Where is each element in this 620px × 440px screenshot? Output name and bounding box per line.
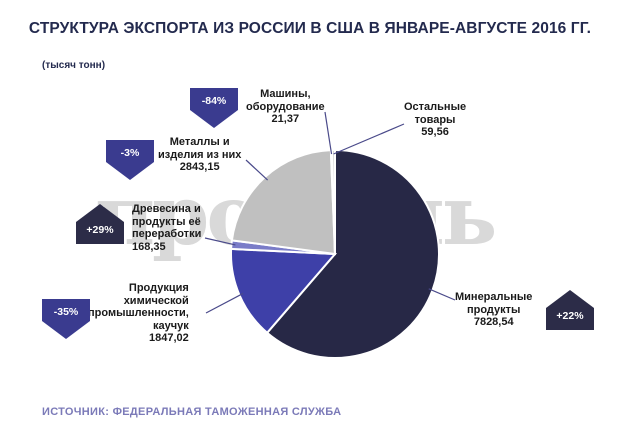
arrow-down-icon — [190, 88, 238, 128]
label-chemical-line: каучук — [153, 319, 189, 332]
leader-line — [324, 111, 333, 155]
change-badge-metals: -3% — [106, 140, 154, 180]
label-wood-value: 168,35 — [132, 240, 166, 253]
label-mineral-value: 7828,54 — [473, 316, 514, 328]
slice-metals — [230, 149, 337, 256]
label-chemical: Продукция химической промышленности, кау… — [88, 282, 189, 345]
source-note: ИСТОЧНИК: ФЕДЕРАЛЬНАЯ ТАМОЖЕННАЯ СЛУЖБА — [42, 406, 342, 418]
arrow-down-icon — [42, 299, 90, 339]
label-wood-line: переработки — [132, 228, 202, 240]
arrow-down-icon — [106, 140, 154, 180]
leader-line — [428, 288, 456, 301]
label-other-line: Остальные — [404, 101, 467, 113]
label-wood: Древесина и продукты её переработки 168,… — [132, 203, 201, 253]
change-value: -3% — [120, 147, 140, 159]
label-chemical-line: Продукция — [128, 282, 189, 294]
change-value: -84% — [201, 95, 227, 107]
label-chemical-value: 1847,02 — [149, 332, 189, 344]
label-wood-line: продукты её — [132, 215, 201, 228]
leader-line — [245, 159, 269, 181]
change-badge-chemical: -35% — [42, 299, 90, 339]
label-chemical-line: химической — [123, 294, 189, 307]
label-wood-line: Древесина и — [132, 203, 201, 215]
label-other-line: товары — [414, 113, 456, 126]
label-chemical-line: промышленности, — [88, 307, 189, 319]
chart-title: СТРУКТУРА ЭКСПОРТА ИЗ РОССИИ В США В ЯНВ… — [28, 20, 592, 37]
label-machines-line: Машины, — [260, 88, 311, 100]
change-value: -35% — [53, 306, 79, 318]
label-metals-line: Металлы и — [169, 136, 230, 148]
units-label: (тысяч тонн) — [42, 60, 106, 71]
leader-line — [333, 123, 405, 155]
change-value: +22% — [556, 310, 584, 322]
change-badge-wood: +29% — [76, 204, 124, 244]
label-metals-value: 2843,15 — [179, 161, 220, 173]
change-badge-mineral: +22% — [546, 290, 594, 330]
arrow-up-icon — [76, 204, 124, 244]
label-mineral-line: Минеральные — [455, 291, 533, 303]
label-mineral: Минеральные продукты 7828,54 — [455, 291, 532, 329]
label-mineral-line: продукты — [466, 303, 521, 316]
change-badge-machines: -84% — [190, 88, 238, 128]
label-other-value: 59,56 — [421, 126, 449, 138]
leader-line — [205, 292, 244, 314]
leader-line — [204, 237, 236, 246]
label-machines-line: оборудование — [246, 100, 325, 113]
label-machines: Машины, оборудование 21,37 — [246, 88, 325, 126]
label-machines-value: 21,37 — [271, 113, 300, 125]
label-metals-line: изделия из них — [158, 148, 242, 161]
label-other: Остальные товары 59,56 — [404, 101, 466, 139]
change-value: +29% — [86, 224, 114, 236]
label-metals: Металлы и изделия из них 2843,15 — [158, 136, 241, 174]
slice-other — [330, 148, 336, 255]
arrow-up-icon — [546, 290, 594, 330]
